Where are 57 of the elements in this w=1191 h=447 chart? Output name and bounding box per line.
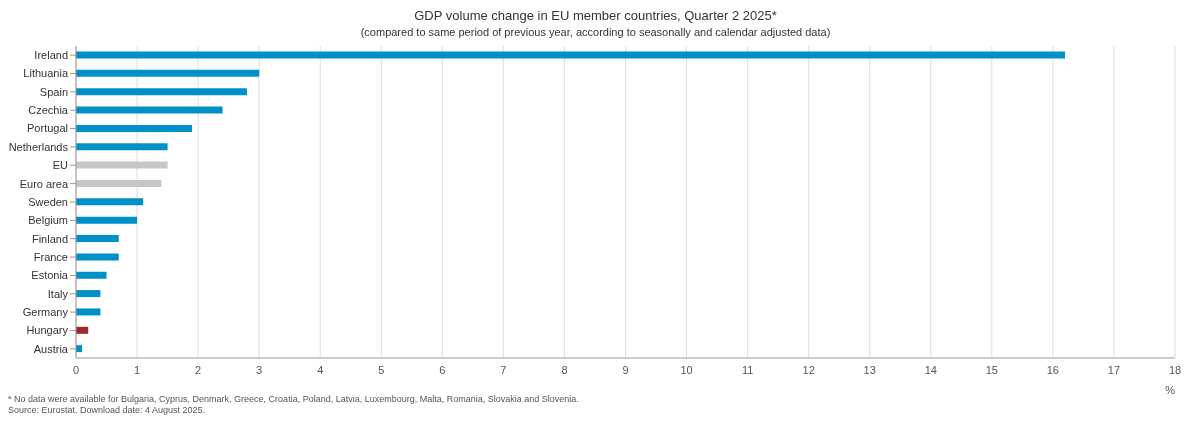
bar <box>76 161 168 169</box>
x-tick-label: 16 <box>1046 363 1060 376</box>
bar <box>76 253 119 261</box>
bar <box>76 124 193 132</box>
x-tick-label: 0 <box>72 363 80 376</box>
bar <box>76 106 223 114</box>
bar <box>76 179 162 187</box>
y-tick-label: Portugal <box>27 122 68 135</box>
y-tick-label: Austria <box>33 342 69 355</box>
y-tick-label: France <box>33 250 68 263</box>
x-tick-label: 9 <box>622 363 629 376</box>
x-tick-label: 5 <box>378 363 385 376</box>
x-tick-label: 10 <box>680 363 693 376</box>
y-tick-label: Germany <box>22 306 69 319</box>
y-tick-label: Belgium <box>28 214 68 227</box>
bar <box>76 308 101 316</box>
bar <box>76 143 168 151</box>
bar <box>76 69 260 77</box>
y-tick-label: Sweden <box>28 195 68 208</box>
y-tick-label: Czechia <box>28 104 69 117</box>
x-tick-label: 17 <box>1107 363 1121 376</box>
x-tick-label: 7 <box>500 363 507 376</box>
x-tick-label: 8 <box>561 363 568 376</box>
y-tick-label: Finland <box>31 232 68 245</box>
y-tick-label: EU <box>52 159 69 172</box>
bar <box>76 271 107 279</box>
x-tick-label: 12 <box>802 363 815 376</box>
y-tick-label: Lithuania <box>23 67 69 80</box>
x-tick-label: 6 <box>439 363 446 376</box>
y-tick-label: Italy <box>47 287 69 300</box>
source-note: Source: Eurostat. Download date: 4 August 2025. <box>8 405 207 416</box>
y-tick-label: Estonia <box>31 269 69 282</box>
bar <box>76 235 119 243</box>
x-axis-title: % <box>1165 384 1176 396</box>
bar <box>76 290 101 298</box>
x-tick-label: 3 <box>256 363 263 376</box>
x-tick-label: 18 <box>1168 363 1182 376</box>
x-tick-label: 15 <box>985 363 998 376</box>
text: * No data were available for Bulgaria, Cyprus, Denmark, Greece, Croatia, Poland, Latvia, Luxembourg, Malta, Romania, Slovakia and Slovenia. <box>8 394 579 404</box>
y-tick-label: Spain <box>39 85 68 98</box>
x-tick-label: 14 <box>924 363 937 376</box>
y-tick-label: Ireland <box>34 49 68 62</box>
bar <box>76 51 1066 59</box>
bar <box>76 326 89 334</box>
x-tick-label: 11 <box>741 363 754 376</box>
bar <box>76 88 247 96</box>
y-tick-label: Euro area <box>19 177 69 190</box>
x-tick-label: 13 <box>863 363 876 376</box>
bar <box>76 198 144 206</box>
chart-subtitle: (compared to same period of previous year, according to seasonally and calendar adjusted data) <box>359 26 832 38</box>
bar <box>76 216 138 224</box>
chart-title: GDP volume change in EU member countries, Quarter 2 2025* <box>413 8 778 23</box>
x-tick-label: 1 <box>133 363 141 376</box>
x-tick-label: 2 <box>195 363 202 376</box>
x-tick-label: 4 <box>317 363 324 376</box>
y-tick-label: Hungary <box>26 324 69 337</box>
y-tick-label: Netherlands <box>8 140 69 153</box>
